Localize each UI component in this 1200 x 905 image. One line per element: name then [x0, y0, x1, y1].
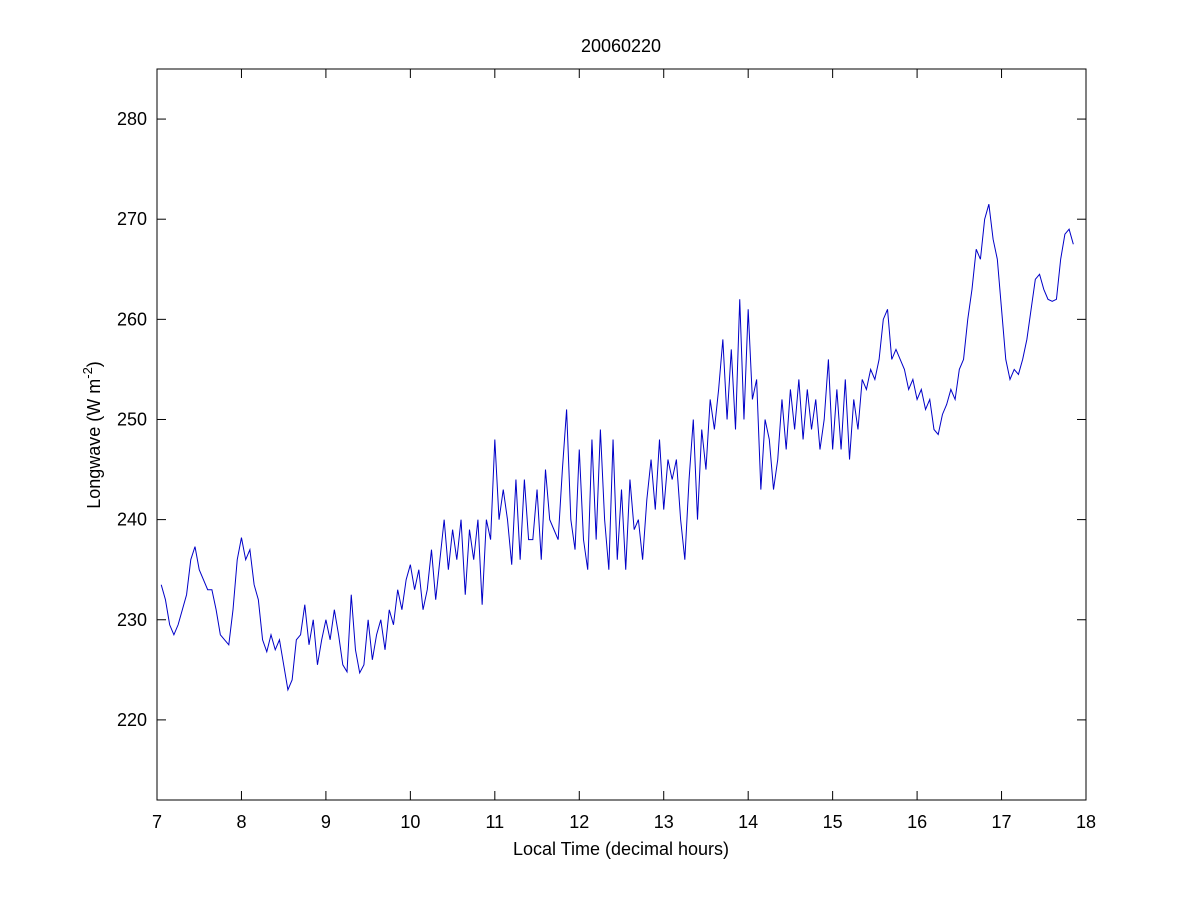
- x-tick-label: 13: [654, 812, 674, 832]
- y-label-end: ): [84, 361, 104, 367]
- y-tick-label: 270: [117, 209, 147, 229]
- y-tick-label: 250: [117, 409, 147, 429]
- plot-area: [156, 68, 1087, 801]
- y-label-main: Longwave (W m: [84, 379, 104, 509]
- x-tick-label: 9: [321, 812, 331, 832]
- x-tick-label: 11: [485, 812, 504, 832]
- y-tick-label: 230: [117, 610, 147, 630]
- x-tick-label: 17: [992, 812, 1012, 832]
- y-label-sup: -2: [80, 367, 95, 379]
- y-tick-label: 240: [117, 510, 147, 530]
- y-tick-label: 280: [117, 109, 147, 129]
- y-tick-label: 220: [117, 710, 147, 730]
- data-line: [160, 204, 1074, 692]
- x-tick-label: 7: [152, 812, 162, 832]
- chart-title: 20060220: [581, 36, 661, 56]
- x-tick-label: 12: [569, 812, 589, 832]
- x-tick-label: 16: [907, 812, 927, 832]
- y-axis-label: Longwave (W m-2): [80, 361, 104, 509]
- x-tick-label: 14: [738, 812, 758, 832]
- x-tick-label: 15: [823, 812, 843, 832]
- x-tick-label: 8: [236, 812, 246, 832]
- x-tick-label: 18: [1076, 812, 1096, 832]
- y-tick-label: 260: [117, 309, 147, 329]
- x-axis-label: Local Time (decimal hours): [513, 839, 729, 859]
- x-tick-label: 10: [400, 812, 420, 832]
